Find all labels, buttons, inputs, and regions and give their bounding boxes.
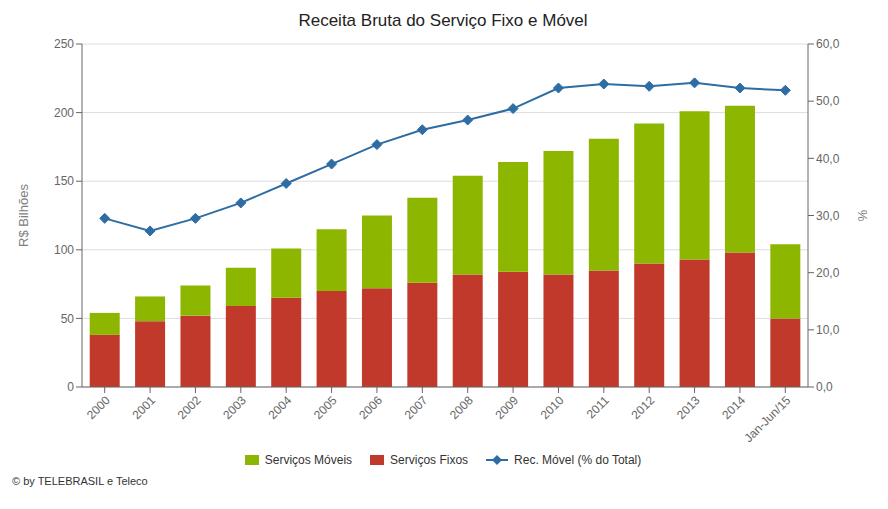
svg-text:Jan-Jun/15: Jan-Jun/15 [742,393,794,445]
svg-text:20,0: 20,0 [816,266,840,280]
svg-text:60,0: 60,0 [816,37,840,51]
svg-text:2004: 2004 [266,393,295,422]
svg-text:2005: 2005 [311,393,340,422]
svg-text:R$ Bilhões: R$ Bilhões [16,184,31,247]
svg-text:200: 200 [54,106,74,120]
svg-text:2010: 2010 [538,393,567,422]
svg-text:2002: 2002 [175,393,204,422]
svg-text:10,0: 10,0 [816,323,840,337]
svg-text:100: 100 [54,243,74,257]
html-text:Receita Bruta do Serviço Fixo: Receita Bruta do Serviço Fixo e Móvel [298,11,588,30]
svg-text:2008: 2008 [447,393,476,422]
svg-text:250: 250 [54,37,74,51]
svg-text:2003: 2003 [220,393,249,422]
html-text:Rec. Móvel (% do Total): Rec. Móvel (% do Total) [514,453,642,467]
svg-text:2013: 2013 [674,393,703,422]
svg-text:0,0: 0,0 [816,380,833,394]
svg-text:%: % [855,210,870,222]
svg-text:50,0: 50,0 [816,94,840,108]
html-text:Serviços Móveis: Serviços Móveis [264,453,353,467]
svg-text:2006: 2006 [356,393,385,422]
svg-text:2012: 2012 [629,393,658,422]
svg-text:50: 50 [61,312,75,326]
svg-text:30,0: 30,0 [816,209,840,223]
svg-text:150: 150 [54,174,74,188]
svg-text:2007: 2007 [402,393,431,422]
svg-text:2009: 2009 [492,393,521,422]
svg-text:0: 0 [67,380,74,394]
html-text:Serviços Fixos: Serviços Fixos [390,453,469,467]
svg-text:2014: 2014 [719,393,748,422]
svg-text:40,0: 40,0 [816,152,840,166]
html-text:© by TELEBRASIL e Teleco: © by TELEBRASIL e Teleco [12,475,148,487]
svg-text:2000: 2000 [84,393,113,422]
svg-text:2011: 2011 [584,393,612,421]
svg-text:2001: 2001 [129,393,158,422]
